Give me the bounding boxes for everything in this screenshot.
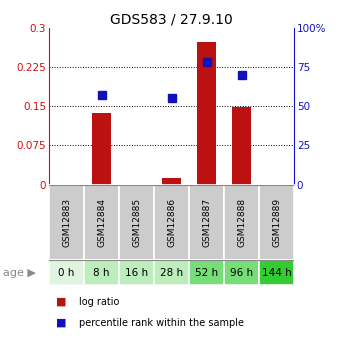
Text: log ratio: log ratio xyxy=(79,297,120,307)
Bar xyxy=(259,185,294,260)
Text: GSM12884: GSM12884 xyxy=(97,198,106,247)
Bar xyxy=(232,107,251,185)
Text: GSM12888: GSM12888 xyxy=(237,198,246,247)
Bar xyxy=(49,260,84,285)
Bar xyxy=(119,185,154,260)
Bar xyxy=(189,185,224,260)
Text: 96 h: 96 h xyxy=(230,268,253,277)
Bar xyxy=(154,260,189,285)
Text: 8 h: 8 h xyxy=(93,268,110,277)
Text: GSM12889: GSM12889 xyxy=(272,198,281,247)
Bar xyxy=(92,113,111,185)
Text: GSM12883: GSM12883 xyxy=(62,198,71,247)
Text: 144 h: 144 h xyxy=(262,268,291,277)
Text: 52 h: 52 h xyxy=(195,268,218,277)
Bar xyxy=(49,185,84,260)
Bar xyxy=(84,185,119,260)
Bar xyxy=(162,178,181,185)
Bar xyxy=(84,260,119,285)
Bar xyxy=(259,260,294,285)
Bar xyxy=(224,185,259,260)
Title: GDS583 / 27.9.10: GDS583 / 27.9.10 xyxy=(110,12,233,27)
Text: ■: ■ xyxy=(56,297,66,307)
Bar xyxy=(197,42,216,185)
Text: 28 h: 28 h xyxy=(160,268,183,277)
Bar xyxy=(189,260,224,285)
Text: GSM12885: GSM12885 xyxy=(132,198,141,247)
Text: GSM12886: GSM12886 xyxy=(167,198,176,247)
Bar xyxy=(154,185,189,260)
Text: GSM12887: GSM12887 xyxy=(202,198,211,247)
Bar xyxy=(224,260,259,285)
Text: 0 h: 0 h xyxy=(58,268,75,277)
Bar xyxy=(119,260,154,285)
Text: percentile rank within the sample: percentile rank within the sample xyxy=(79,318,244,327)
Text: ■: ■ xyxy=(56,318,66,327)
Text: 16 h: 16 h xyxy=(125,268,148,277)
Text: age ▶: age ▶ xyxy=(3,268,36,277)
